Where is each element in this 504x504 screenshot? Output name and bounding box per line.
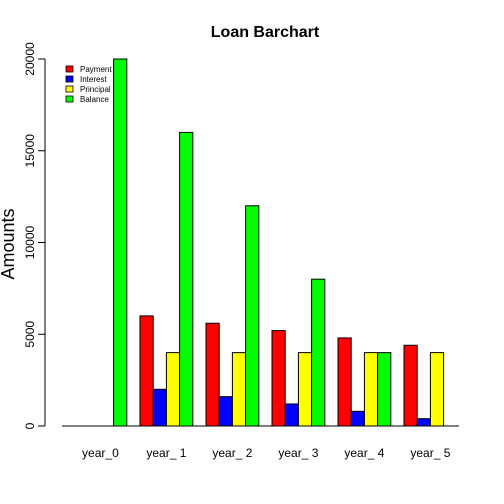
bar-principal xyxy=(165,352,181,427)
bar-group xyxy=(113,58,445,427)
bar-payment xyxy=(271,330,286,427)
bar-principal xyxy=(363,352,379,427)
legend-swatch-interest xyxy=(65,75,74,83)
y-axis: 0 5000 10000 15000 20000 xyxy=(23,42,46,429)
legend-label-payment: Payment xyxy=(80,65,112,74)
bar-interest xyxy=(152,388,167,427)
bar-interest xyxy=(350,410,365,427)
chart-title: Loan Barchart xyxy=(211,24,320,41)
y-tick-label: 5000 xyxy=(23,321,37,348)
x-tick-label: year_ 1 xyxy=(146,446,186,460)
x-tick-label: year_0 xyxy=(82,446,119,460)
x-tick-label: year_ 3 xyxy=(278,446,318,460)
x-tick-label: year_ 4 xyxy=(344,446,384,460)
legend-label-principal: Principal xyxy=(80,85,111,94)
legend-swatch-payment xyxy=(65,65,74,73)
bar-balance xyxy=(377,352,392,427)
legend-swatch-principal xyxy=(65,85,74,93)
legend-label-balance: Balance xyxy=(80,95,109,104)
bar-payment xyxy=(205,322,220,427)
legend-label-interest: Interest xyxy=(80,75,107,84)
bar-principal xyxy=(231,352,247,427)
x-tick-label: year_ 2 xyxy=(212,446,252,460)
bar-balance xyxy=(179,131,194,427)
bar-balance xyxy=(113,58,128,427)
y-tick-label: 0 xyxy=(23,422,37,429)
y-tick-label: 20000 xyxy=(23,42,37,76)
y-tick-label: 10000 xyxy=(23,225,37,259)
bar-balance xyxy=(311,278,326,427)
bar-payment xyxy=(337,337,352,427)
x-axis: year_0 year_ 1 year_ 2 year_ 3 year_ 4 year_ … xyxy=(62,425,459,460)
y-axis-title: Amounts xyxy=(0,208,18,279)
bar-principal xyxy=(429,352,445,427)
bar-payment xyxy=(403,344,418,427)
bar-balance xyxy=(245,205,260,427)
bar-interest xyxy=(284,403,299,427)
x-tick-label: year_ 5 xyxy=(410,446,450,460)
bar-interest xyxy=(416,418,431,427)
bar-principal xyxy=(297,352,313,427)
legend-swatch-balance xyxy=(65,95,74,103)
bar-payment xyxy=(139,315,154,427)
y-tick-label: 15000 xyxy=(23,134,37,168)
bar-interest xyxy=(218,396,233,427)
